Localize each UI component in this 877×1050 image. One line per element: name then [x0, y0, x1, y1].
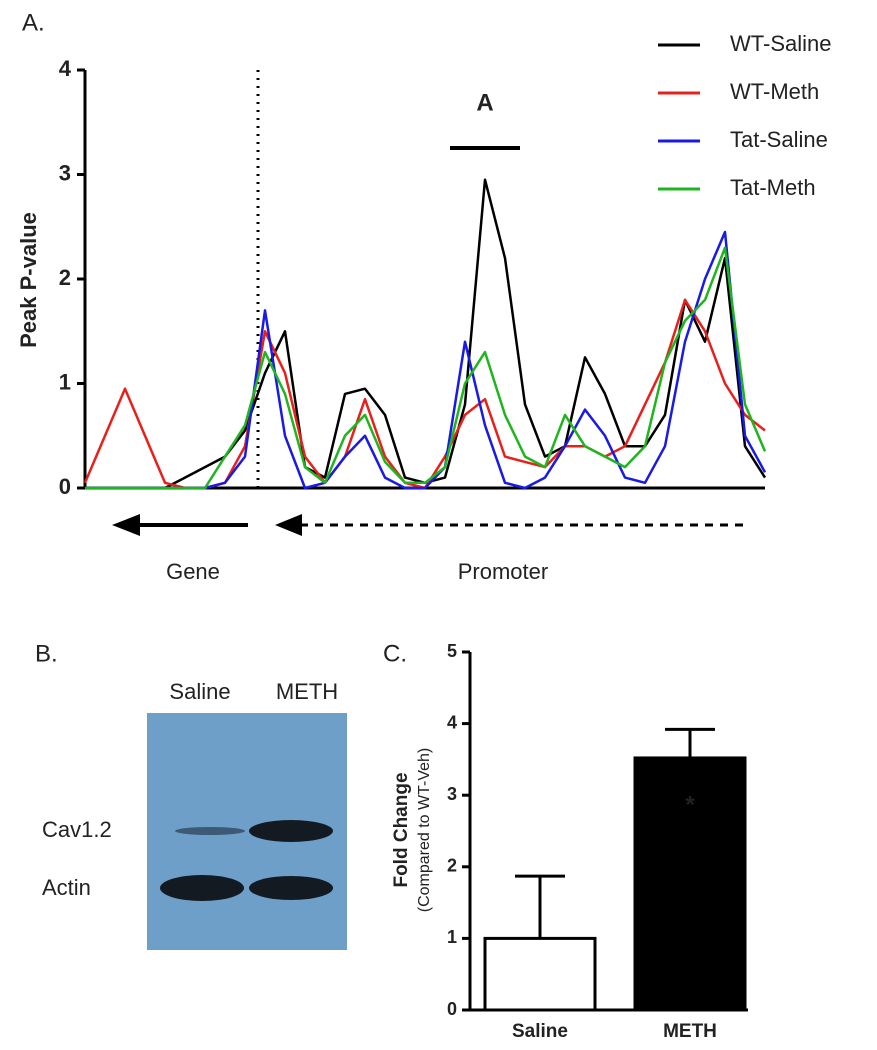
gene-arrowhead — [112, 514, 140, 536]
row-label: Actin — [42, 875, 91, 900]
y-tick-label: 5 — [447, 641, 457, 661]
region-annotation: A — [476, 89, 493, 116]
band — [160, 875, 244, 901]
promoter-arrowhead — [275, 514, 302, 536]
panel-label: C. — [383, 640, 407, 667]
y-tick-label: 1 — [59, 369, 71, 394]
legend-label: Tat-Meth — [730, 175, 816, 200]
y-tick-label: 2 — [447, 856, 457, 876]
band — [249, 876, 333, 900]
y-tick-label: 4 — [59, 56, 72, 81]
y-tick-label: 2 — [59, 265, 71, 290]
series-line — [85, 178, 767, 490]
series-line — [85, 230, 767, 490]
series-line — [83, 298, 766, 490]
band — [249, 820, 333, 842]
y-tick-label: 3 — [447, 784, 457, 804]
promoter-label: Promoter — [458, 559, 548, 584]
lane-label: METH — [276, 679, 338, 704]
panel-label: B. — [35, 640, 58, 667]
significance-marker: * — [685, 791, 695, 818]
y-tick-label: 1 — [447, 927, 457, 947]
y-tick-label: 3 — [59, 160, 71, 185]
bar — [483, 936, 597, 1012]
y-tick-label: 0 — [59, 474, 71, 499]
y-axis-sublabel: (Compared to WT-Veh) — [416, 748, 433, 913]
gene-label: Gene — [166, 559, 220, 584]
panel-label: A. — [22, 9, 45, 36]
legend-label: Tat-Saline — [730, 127, 828, 152]
row-label: Cav1.2 — [42, 817, 112, 842]
y-axis-label: Peak P-value — [16, 212, 41, 348]
x-tick-label: Saline — [512, 1021, 568, 1042]
x-tick-label: METH — [663, 1021, 717, 1042]
series-line — [85, 246, 767, 490]
y-axis-label: Fold Change — [391, 772, 412, 887]
y-tick-label: 0 — [447, 999, 457, 1019]
lane-label: Saline — [169, 679, 230, 704]
legend-label: WT-Saline — [730, 31, 831, 56]
y-tick-label: 4 — [447, 712, 457, 732]
bar — [633, 756, 747, 1012]
band — [175, 827, 245, 835]
legend-label: WT-Meth — [730, 79, 819, 104]
